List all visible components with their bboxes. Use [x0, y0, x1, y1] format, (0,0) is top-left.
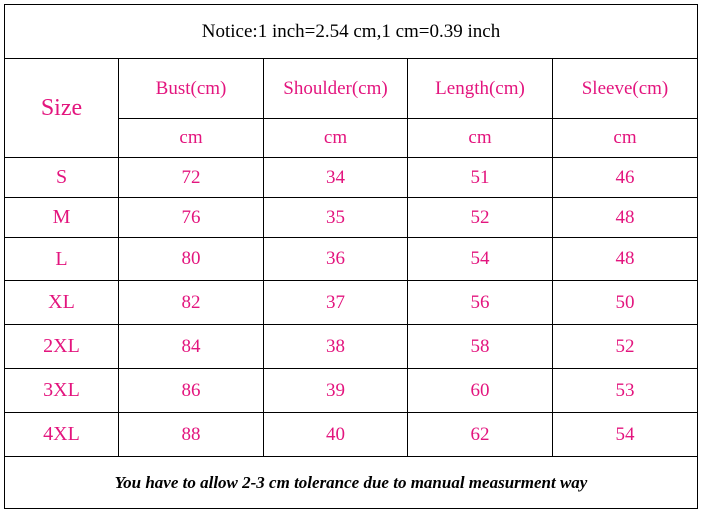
table-body: Notice:1 inch=2.54 cm,1 cm=0.39 inch Siz… — [4, 4, 698, 509]
measurement: 48 — [552, 237, 698, 281]
size-row: 3XL 86 39 60 53 — [4, 368, 698, 413]
measurement: 40 — [263, 412, 408, 457]
measurement: 48 — [552, 197, 698, 238]
size-row: S 72 34 51 46 — [4, 157, 698, 198]
size-name: XL — [4, 280, 119, 325]
measurement: 52 — [552, 324, 698, 369]
footer-note: You have to allow 2-3 cm tolerance due t… — [4, 456, 698, 509]
column-header: Sleeve(cm) — [552, 58, 698, 119]
size-row: 2XL 84 38 58 52 — [4, 324, 698, 369]
measurement: 88 — [118, 412, 264, 457]
size-name: 4XL — [4, 412, 119, 457]
measurement: 35 — [263, 197, 408, 238]
measurement: 52 — [407, 197, 553, 238]
unit-label: cm — [407, 118, 553, 158]
footer-row: You have to allow 2-3 cm tolerance due t… — [4, 456, 698, 509]
notice-row: Notice:1 inch=2.54 cm,1 cm=0.39 inch — [4, 4, 698, 59]
column-header: Bust(cm) — [118, 58, 264, 119]
measurement: 37 — [263, 280, 408, 325]
column-header: Shoulder(cm) — [263, 58, 408, 119]
measurement: 39 — [263, 368, 408, 413]
size-row: M 76 35 52 48 — [4, 197, 698, 238]
unit-label: cm — [118, 118, 264, 158]
measurement: 56 — [407, 280, 553, 325]
size-table: Notice:1 inch=2.54 cm,1 cm=0.39 inch Siz… — [4, 4, 698, 509]
size-name: M — [4, 197, 119, 238]
measurement: 86 — [118, 368, 264, 413]
measurement: 34 — [263, 157, 408, 198]
measurement: 76 — [118, 197, 264, 238]
size-row: XL 82 37 56 50 — [4, 280, 698, 325]
size-name: 2XL — [4, 324, 119, 369]
measurement: 58 — [407, 324, 553, 369]
measurement: 84 — [118, 324, 264, 369]
measurement: 62 — [407, 412, 553, 457]
header-row: Size Bust(cm) Shoulder(cm) Length(cm) Sleev… — [4, 58, 698, 158]
size-row: 4XL 88 40 62 54 — [4, 412, 698, 457]
unit-label: cm — [263, 118, 408, 158]
measurement: 53 — [552, 368, 698, 413]
measurement: 80 — [118, 237, 264, 281]
measurement: 54 — [552, 412, 698, 457]
measurement: 46 — [552, 157, 698, 198]
notice: Notice:1 inch=2.54 cm,1 cm=0.39 inch — [4, 4, 698, 59]
measurement: 38 — [263, 324, 408, 369]
size-name: S — [4, 157, 119, 198]
unit-label: cm — [552, 118, 698, 158]
size-name: L — [4, 237, 119, 281]
size-label: Size — [4, 58, 119, 158]
size-name: 3XL — [4, 368, 119, 413]
measurement: 50 — [552, 280, 698, 325]
column-header: Length(cm) — [407, 58, 553, 119]
measurement: 60 — [407, 368, 553, 413]
unit-row: cm cm cm cm — [5, 118, 698, 158]
size-row: L 80 36 54 48 — [4, 237, 698, 281]
measurement: 82 — [118, 280, 264, 325]
measurement: 54 — [407, 237, 553, 281]
measurement: 51 — [407, 157, 553, 198]
measurement: 36 — [263, 237, 408, 281]
measurement: 72 — [118, 157, 264, 198]
